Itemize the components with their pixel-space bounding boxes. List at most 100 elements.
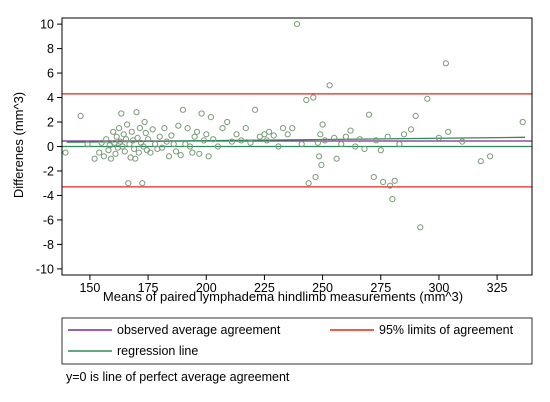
data-point xyxy=(519,118,526,126)
data-point xyxy=(256,133,263,140)
data-point xyxy=(135,149,142,156)
legend-regression-label: regression line xyxy=(117,344,198,358)
data-point xyxy=(459,138,466,145)
y-tick-label: -2 xyxy=(43,164,54,178)
x-tick-label: 200 xyxy=(196,281,217,295)
data-point xyxy=(314,139,321,146)
data-point xyxy=(142,129,149,137)
legend-box xyxy=(61,317,533,365)
data-point xyxy=(284,131,291,138)
x-tick-label: 325 xyxy=(487,281,508,295)
y-tick-label: -6 xyxy=(43,213,54,227)
data-point xyxy=(113,133,120,140)
data-point xyxy=(124,121,131,128)
data-point xyxy=(158,144,166,151)
data-point xyxy=(219,125,226,132)
data-point xyxy=(131,145,138,152)
data-point xyxy=(147,149,154,156)
data-point xyxy=(321,137,328,144)
legend-observed-average-label: observed average agreement xyxy=(117,323,281,337)
data-point xyxy=(140,143,147,150)
data-point xyxy=(407,126,415,133)
data-point xyxy=(312,174,319,181)
data-point xyxy=(134,134,141,141)
y-axis-title: Differenes (mm^3) xyxy=(11,92,26,198)
y-tick-label: -4 xyxy=(43,189,54,203)
data-point xyxy=(189,149,196,156)
data-point xyxy=(126,141,133,148)
data-point xyxy=(91,155,98,162)
data-point xyxy=(310,94,317,101)
data-point xyxy=(110,128,117,135)
data-point xyxy=(242,125,249,132)
data-point xyxy=(186,143,194,150)
data-point xyxy=(128,128,135,135)
data-point xyxy=(152,141,159,148)
data-point xyxy=(121,148,128,155)
data-point xyxy=(107,155,115,162)
data-point xyxy=(156,133,163,140)
data-point xyxy=(119,143,126,150)
y-tick-label: 6 xyxy=(47,67,54,81)
data-point xyxy=(435,134,442,141)
x-tick-label: 175 xyxy=(138,281,159,295)
data-point xyxy=(105,147,112,154)
data-point xyxy=(326,82,333,89)
data-point xyxy=(338,141,345,148)
data-point xyxy=(129,137,137,144)
data-point xyxy=(289,125,296,132)
data-point xyxy=(412,112,419,120)
data-point xyxy=(352,143,359,150)
data-point xyxy=(373,137,380,144)
data-point xyxy=(266,128,273,135)
data-point xyxy=(103,136,110,143)
legend: observed average agreement 95% limits of… xyxy=(61,317,533,365)
data-point xyxy=(125,180,132,187)
y-tick-label: 4 xyxy=(47,91,54,105)
y-tick-label: 8 xyxy=(47,42,54,56)
data-point xyxy=(139,180,146,187)
data-point xyxy=(115,125,123,132)
data-point xyxy=(400,131,408,138)
data-point xyxy=(175,122,182,129)
data-point xyxy=(317,131,324,138)
data-point xyxy=(117,138,124,145)
y-tick-label: 0 xyxy=(47,140,54,154)
data-point xyxy=(112,150,119,157)
data-point xyxy=(120,131,127,138)
data-point xyxy=(279,125,287,132)
data-point xyxy=(293,21,301,28)
data-point xyxy=(184,125,191,132)
data-point xyxy=(228,138,235,145)
data-point xyxy=(182,141,189,148)
data-point xyxy=(396,141,403,148)
data-point xyxy=(193,128,201,135)
data-point xyxy=(100,153,108,160)
y-tick-label: 2 xyxy=(47,116,54,130)
data-point xyxy=(261,131,268,138)
data-point xyxy=(205,153,212,160)
data-point xyxy=(263,137,270,144)
data-point xyxy=(487,153,494,160)
data-point xyxy=(424,95,431,102)
data-point xyxy=(445,128,452,135)
data-point xyxy=(203,131,210,138)
data-point xyxy=(377,147,384,154)
data-point xyxy=(233,131,240,138)
data-point xyxy=(319,121,326,128)
data-point xyxy=(136,125,143,132)
data-point xyxy=(370,174,377,181)
data-point xyxy=(247,139,254,146)
data-point xyxy=(145,136,152,143)
data-point xyxy=(177,152,184,159)
x-axis-title: Means of paired lymphadema hindlimb meas… xyxy=(103,289,463,304)
data-point xyxy=(165,153,173,160)
data-point xyxy=(191,133,198,140)
data-point xyxy=(62,149,69,156)
chart-note: y=0 is line of perfect average agreement xyxy=(66,370,290,384)
data-point xyxy=(207,114,214,121)
data-point xyxy=(210,136,217,143)
axes: 10 8 6 4 2 0 -2 -4 -6 -8 -10 150 175 200 225 250 275 300 3… xyxy=(36,17,533,295)
data-point xyxy=(270,132,277,139)
data-point xyxy=(106,142,113,149)
